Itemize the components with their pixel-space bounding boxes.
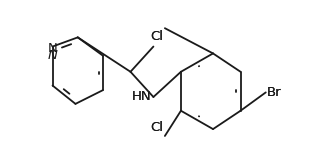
Text: N: N (48, 42, 58, 55)
Text: Cl: Cl (151, 31, 164, 44)
Text: Br: Br (267, 86, 282, 99)
Text: HN: HN (131, 91, 151, 104)
Text: Cl: Cl (151, 31, 164, 44)
Text: Cl: Cl (151, 121, 164, 134)
Text: HN: HN (131, 91, 151, 104)
Text: N: N (48, 49, 58, 62)
Text: Br: Br (267, 86, 282, 99)
Text: Cl: Cl (151, 121, 164, 134)
